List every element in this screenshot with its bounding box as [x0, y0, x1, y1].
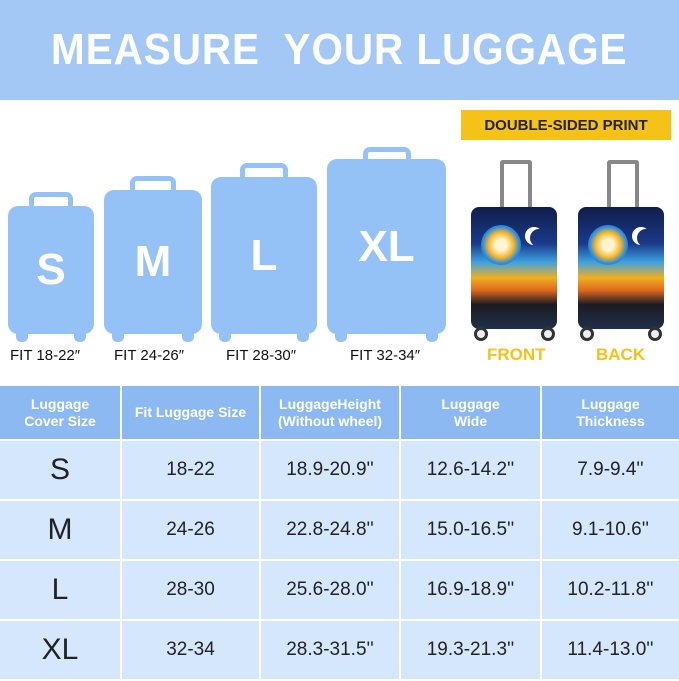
cell: 10.2-11.8'' — [542, 561, 679, 619]
table-row: XL 32-34 28.3-31.5'' 19.3-21.3'' 11.4-13.0'' — [0, 621, 679, 679]
cell: 32-34 — [122, 621, 259, 679]
table-row: L 28-30 25.6-28.0'' 16.9-18.9'' 10.2-11.8'' — [0, 561, 679, 619]
fit-label-l: FIT 28-30″ — [226, 347, 297, 364]
cell: 24-26 — [122, 501, 259, 559]
cell: 25.6-28.0'' — [261, 561, 399, 619]
header-thickness: Luggage Thickness — [542, 386, 679, 439]
double-sided-badge: DOUBLE-SIDED PRINT — [461, 110, 671, 140]
cell: S — [0, 441, 120, 499]
cell: 19.3-21.3'' — [401, 621, 540, 679]
cell: 7.9-9.4'' — [542, 441, 679, 499]
header-wide: Luggage Wide — [401, 386, 540, 439]
size-letter: L — [250, 230, 278, 280]
cell: M — [0, 501, 120, 559]
table-row: M 24-26 22.8-24.8'' 15.0-16.5'' 9.1-10.6'' — [0, 501, 679, 559]
table-row: S 18-22 18.9-20.9'' 12.6-14.2'' 7.9-9.4'' — [0, 441, 679, 499]
trolley-handle-icon — [500, 160, 532, 208]
table-header-row: Luggage Cover Size Fit Luggage Size Lugg… — [0, 386, 679, 439]
header-fit-size: Fit Luggage Size — [122, 386, 259, 439]
suitcase-m: M — [104, 176, 202, 342]
trolley-handle-icon — [607, 160, 639, 208]
cell: 18-22 — [122, 441, 259, 499]
fit-label-xl: FIT 32-34″ — [350, 347, 421, 364]
cell: XL — [0, 621, 120, 679]
cell: 18.9-20.9'' — [261, 441, 399, 499]
fit-label-s: FIT 18-22″ — [10, 347, 81, 364]
size-letter: XL — [358, 221, 415, 271]
cell: 16.9-18.9'' — [401, 561, 540, 619]
cell: 22.8-24.8'' — [261, 501, 399, 559]
cell: 9.1-10.6'' — [542, 501, 679, 559]
cell: 11.4-13.0'' — [542, 621, 679, 679]
back-print-image — [578, 207, 664, 329]
cell: 12.6-14.2'' — [401, 441, 540, 499]
fit-label-m: FIT 24-26″ — [114, 347, 185, 364]
page-title: MEASURE YOUR LUGGAGE — [51, 25, 628, 74]
suitcase-s: S — [8, 192, 94, 342]
cell: L — [0, 561, 120, 619]
size-letter: M — [134, 237, 172, 286]
cell: 15.0-16.5'' — [401, 501, 540, 559]
size-letter: S — [36, 245, 66, 294]
cell: 28.3-31.5'' — [261, 621, 399, 679]
wheel-icon — [474, 327, 488, 341]
suitcase-xl: XL — [327, 147, 446, 342]
size-table: Luggage Cover Size Fit Luggage Size Lugg… — [0, 384, 679, 681]
front-label: FRONT — [487, 345, 546, 364]
wheel-icon — [580, 327, 594, 341]
wheel-icon — [648, 327, 662, 341]
wheel-icon — [541, 327, 555, 341]
back-label: BACK — [596, 345, 646, 364]
title-banner: MEASURE YOUR LUGGAGE — [0, 0, 679, 100]
front-print-image — [471, 207, 557, 329]
cell: 28-30 — [122, 561, 259, 619]
suitcase-l: L — [211, 163, 317, 342]
header-height: LuggageHeight (Without wheel) — [261, 386, 399, 439]
header-cover-size: Luggage Cover Size — [0, 386, 120, 439]
